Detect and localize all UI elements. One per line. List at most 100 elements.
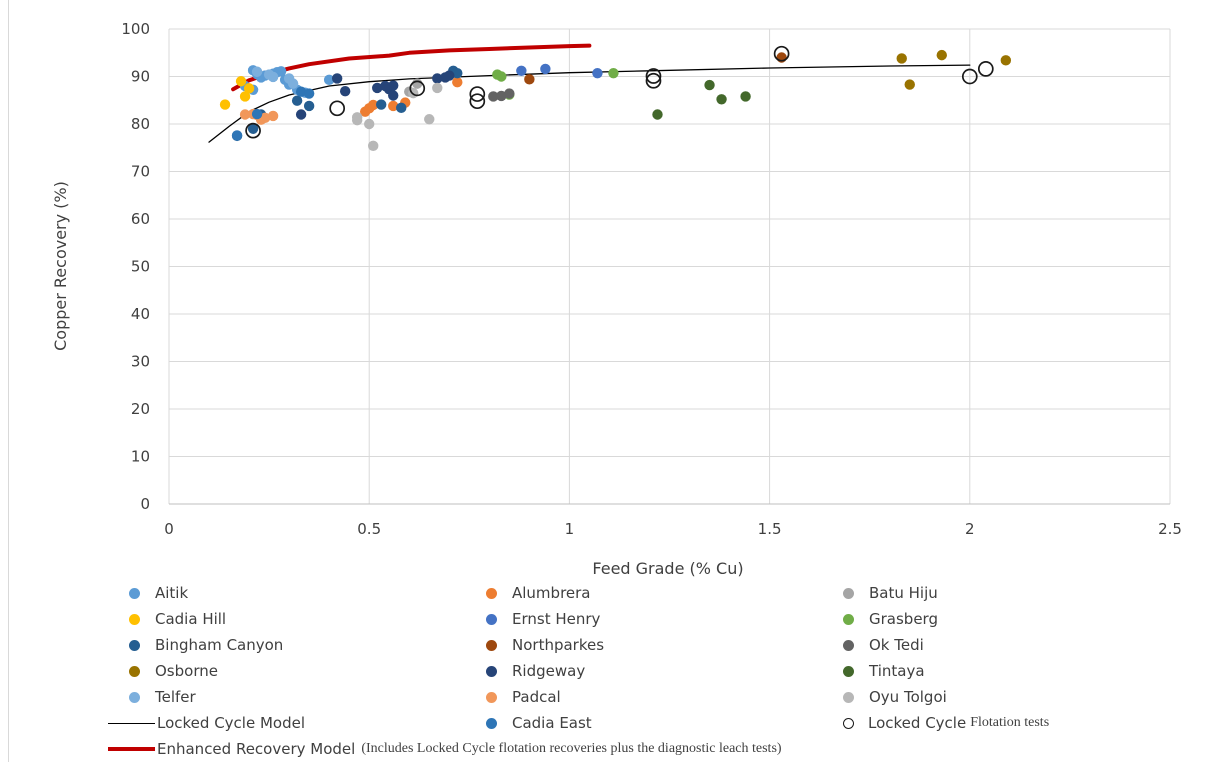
data-point: [303, 100, 315, 112]
legend-item: Oyu Tolgoi: [843, 688, 947, 706]
data-point-ring: [469, 93, 486, 110]
data-point: [504, 88, 515, 99]
legend-label: Oyu Tolgoi: [869, 688, 947, 706]
data-point: [592, 67, 603, 79]
x-axis-label: Feed Grade (% Cu): [592, 559, 743, 578]
legend-label: Cadia Hill: [155, 610, 227, 628]
data-point: [243, 83, 255, 94]
data-point: [275, 66, 287, 77]
data-point: [251, 66, 263, 77]
data-point-ring: [645, 68, 662, 84]
data-point: [372, 82, 383, 94]
x-tick-label: 2: [965, 520, 975, 538]
data-point: [424, 114, 435, 125]
data-point: [267, 71, 279, 83]
data-point-ring: [245, 122, 261, 139]
legend-label: Grasberg: [869, 610, 938, 628]
legend-label-note: (Includes Locked Cycle flotation recover…: [361, 741, 782, 756]
x-tick-label: 2.5: [1158, 520, 1182, 538]
legend-dot-icon: [129, 691, 140, 703]
legend-label: Locked Cycle: [868, 714, 967, 732]
y-tick-labels: 0 10 20 30 40 50 60 70 80 90 100: [121, 20, 150, 513]
data-point-ring: [961, 68, 978, 85]
data-point: [716, 94, 727, 105]
legend-dot-icon: [843, 587, 854, 599]
data-point: [652, 109, 663, 120]
data-point: [444, 70, 455, 81]
legend-item: Locked Cycle Model: [108, 714, 305, 732]
legend-label: Alumbrera: [512, 584, 591, 602]
legend-label: Northparkes: [512, 636, 605, 654]
data-point: [239, 109, 251, 120]
legend-label: Locked Cycle Model: [157, 714, 305, 732]
legend-label: Padcal: [512, 688, 561, 706]
legend-dot-icon: [129, 665, 140, 677]
data-point: [608, 67, 619, 79]
data-point: [516, 65, 527, 77]
legend-item: Ok Tedi: [843, 636, 924, 654]
data-point-ring: [409, 80, 426, 97]
legend-dot-icon: [486, 613, 497, 625]
x-tick-labels: 0 0.5 1 1.5 2 2.5: [164, 520, 1182, 538]
y-tick-label: 20: [131, 400, 150, 418]
legend-label: Ok Tedi: [869, 636, 924, 654]
data-point: [267, 110, 279, 122]
legend-item: Batu Hiju: [843, 584, 938, 602]
data-point: [295, 109, 307, 120]
data-point: [351, 112, 363, 123]
series-points: [219, 45, 1012, 152]
y-tick-label: 80: [131, 115, 150, 133]
legend-dot-icon: [129, 639, 140, 651]
legend-item: Cadia Hill: [129, 610, 226, 628]
legend-dot-icon: [486, 639, 497, 651]
legend-line-icon: [108, 722, 155, 724]
data-point: [235, 76, 247, 87]
legend-dot-icon: [486, 587, 497, 599]
data-point: [303, 88, 315, 99]
legend-item: Ernst Henry: [486, 610, 600, 628]
legend-item: Cadia East: [486, 714, 592, 732]
legend-label: Aitik: [155, 584, 189, 602]
data-point: [704, 79, 715, 91]
data-point: [1000, 55, 1012, 66]
legend-dot-icon: [843, 613, 854, 625]
y-tick-label: 90: [131, 68, 150, 86]
left-border-line: [8, 0, 9, 762]
data-point-ring: [329, 100, 346, 117]
data-point: [368, 140, 379, 152]
legend-item: Padcal: [486, 688, 561, 706]
x-tick-label: 0.5: [357, 520, 381, 538]
legend-item: Osborne: [129, 662, 218, 680]
data-point: [412, 78, 423, 89]
data-point: [388, 80, 399, 91]
data-point: [452, 67, 463, 79]
data-point: [936, 49, 947, 61]
data-point: [239, 91, 251, 102]
legend-item: Northparkes: [486, 636, 604, 654]
x-tick-label: 1: [565, 520, 575, 538]
data-point: [291, 95, 303, 106]
legend-label: Batu Hiju: [869, 584, 938, 602]
legend-label: Enhanced Recovery Model: [157, 740, 356, 758]
y-tick-label: 10: [131, 448, 150, 466]
legend-item: Enhanced Recovery Model (Includes Locked …: [108, 740, 782, 758]
legend-dot-icon: [129, 587, 140, 599]
data-point: [251, 108, 263, 120]
legend-label-suffix: Flotation tests: [970, 715, 1050, 730]
data-point: [339, 86, 351, 97]
y-axis-label: Copper Recovery (%): [51, 181, 70, 351]
legend-line-icon: [108, 747, 155, 751]
data-point: [259, 112, 271, 124]
legend-item: Grasberg: [843, 610, 938, 628]
y-tick-label: 50: [131, 258, 150, 276]
legend-dot-icon: [486, 691, 497, 703]
y-tick-label: 70: [131, 163, 150, 181]
data-point-ring: [977, 61, 994, 77]
legend-label: Ernst Henry: [512, 610, 601, 628]
data-point: [524, 74, 535, 85]
data-point: [247, 123, 259, 134]
data-point: [540, 63, 551, 75]
legend-dot-icon: [486, 665, 497, 677]
data-point: [331, 73, 343, 84]
